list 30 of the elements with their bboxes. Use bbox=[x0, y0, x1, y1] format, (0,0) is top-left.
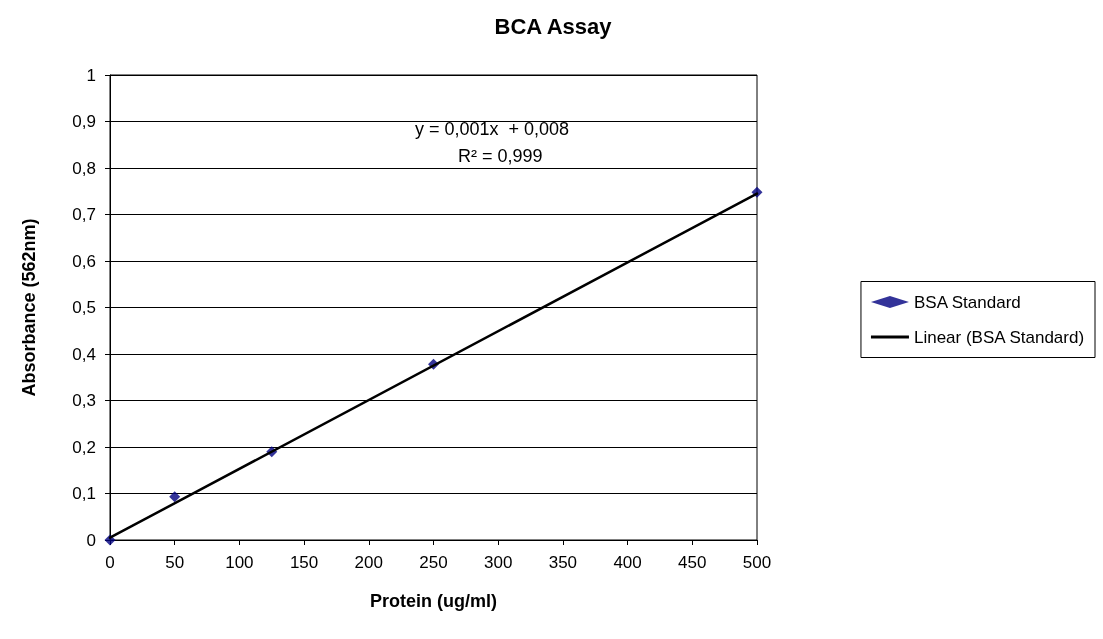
x-tick-label: 0 bbox=[105, 553, 115, 572]
y-tick-label: 0,9 bbox=[72, 112, 96, 131]
x-tick-label: 200 bbox=[354, 553, 383, 572]
y-tick-label: 0,6 bbox=[72, 251, 96, 271]
y-tick-label: 0 bbox=[86, 530, 96, 550]
y-tick-label: 0,1 bbox=[72, 484, 96, 503]
annotation: y = 0,001x + 0,008 bbox=[415, 119, 570, 139]
x-tick-label: 250 bbox=[419, 553, 448, 572]
x-tick-label: 150 bbox=[289, 553, 319, 572]
y-axis-title: Absorbance (562nm) bbox=[19, 218, 39, 397]
x-tick-label: 350 bbox=[548, 553, 578, 572]
x-tick-label: 450 bbox=[678, 553, 707, 572]
x-tick-label: 300 bbox=[484, 553, 513, 572]
x-tick-label: 400 bbox=[613, 553, 642, 572]
y-tick-label: 0,7 bbox=[72, 205, 96, 224]
y-tick-label: 1 bbox=[86, 65, 96, 85]
y-tick-label: 0,2 bbox=[72, 437, 96, 457]
legend-label: Linear (BSA Standard) bbox=[913, 327, 1085, 347]
annotation: R² = 0,999 bbox=[458, 146, 543, 166]
y-tick-label: 0,3 bbox=[72, 391, 96, 410]
legend-label: BSA Standard bbox=[913, 292, 1021, 312]
x-tick-label: 50 bbox=[165, 553, 185, 572]
y-tick-label: 0,5 bbox=[72, 298, 96, 317]
point bbox=[169, 491, 181, 503]
x-axis-title: Protein (ug/ml) bbox=[370, 591, 497, 611]
y-tick-label: 0,4 bbox=[72, 344, 96, 364]
x-tick-label: 100 bbox=[225, 553, 254, 572]
x-tick-label: 500 bbox=[742, 553, 772, 572]
chart-title: BCA Assay bbox=[494, 13, 613, 39]
y-tick-label: 0,8 bbox=[72, 158, 96, 178]
